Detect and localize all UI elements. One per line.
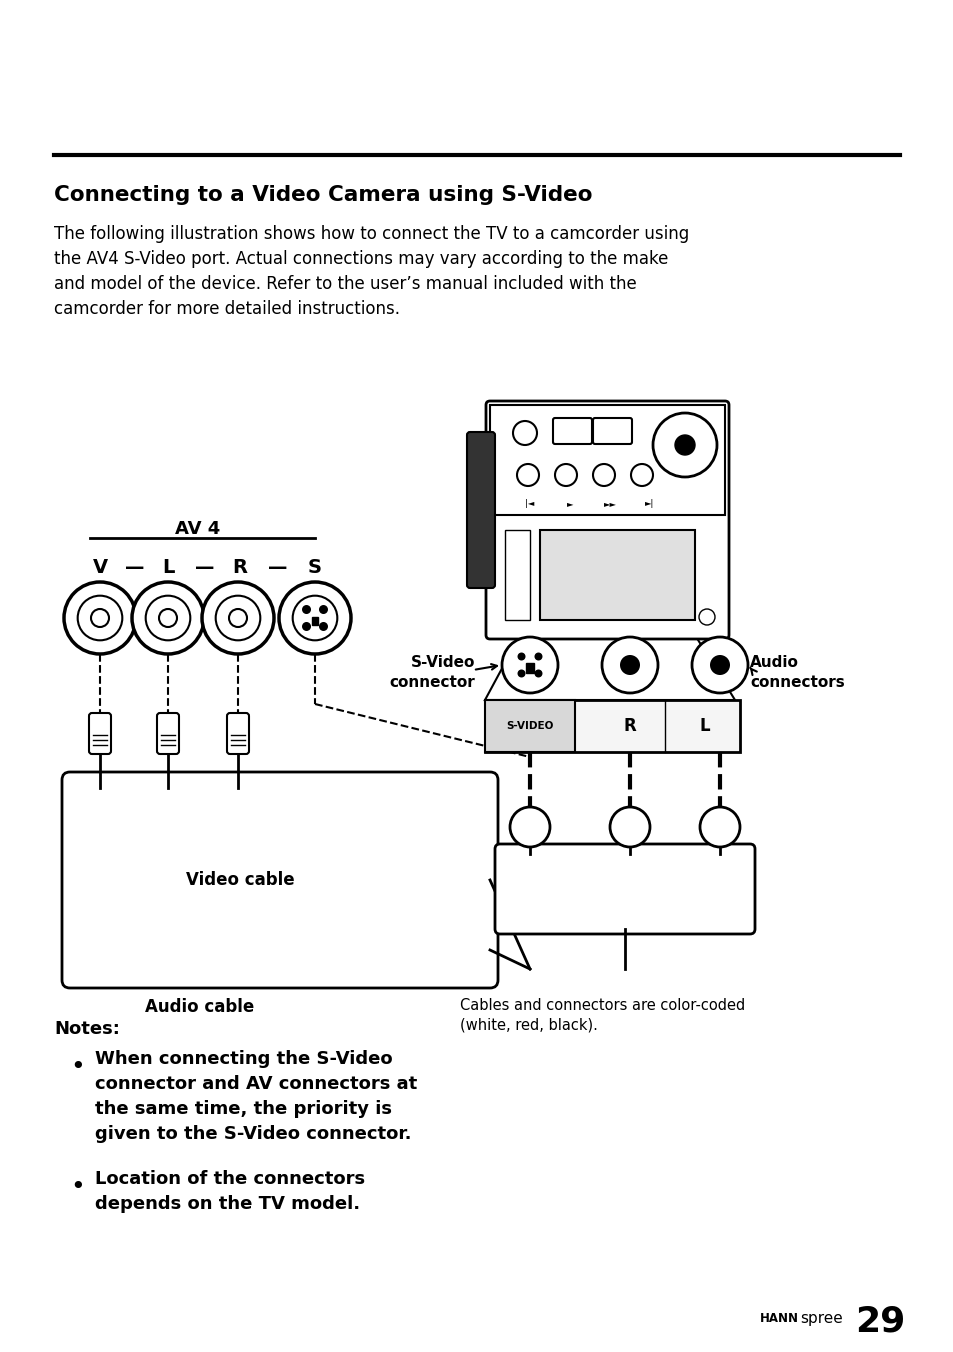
Circle shape xyxy=(318,622,328,631)
Circle shape xyxy=(318,604,328,614)
Text: R: R xyxy=(233,558,247,577)
Text: •: • xyxy=(71,1175,85,1199)
FancyBboxPatch shape xyxy=(312,617,317,625)
FancyBboxPatch shape xyxy=(227,713,249,754)
Text: spree: spree xyxy=(800,1310,841,1325)
Circle shape xyxy=(555,464,577,485)
Text: ►|: ►| xyxy=(644,499,654,508)
Circle shape xyxy=(278,581,351,654)
FancyBboxPatch shape xyxy=(504,530,530,621)
Circle shape xyxy=(91,608,109,627)
Text: ►: ► xyxy=(566,499,573,508)
Circle shape xyxy=(513,420,537,445)
Circle shape xyxy=(215,596,260,641)
Text: Cables and connectors are color-coded
(white, red, black).: Cables and connectors are color-coded (w… xyxy=(459,998,744,1033)
Circle shape xyxy=(630,464,652,485)
Circle shape xyxy=(675,435,695,456)
Circle shape xyxy=(534,653,542,661)
Text: •: • xyxy=(71,1055,85,1079)
FancyBboxPatch shape xyxy=(484,700,575,752)
Text: Connecting to a Video Camera using S-Video: Connecting to a Video Camera using S-Vid… xyxy=(54,185,592,206)
Text: AV 4: AV 4 xyxy=(174,521,220,538)
FancyBboxPatch shape xyxy=(495,844,754,934)
Text: |◄: |◄ xyxy=(525,499,534,508)
Circle shape xyxy=(517,464,538,485)
Text: —: — xyxy=(125,558,145,577)
Circle shape xyxy=(77,596,122,641)
FancyBboxPatch shape xyxy=(553,418,592,443)
FancyBboxPatch shape xyxy=(89,713,111,754)
FancyBboxPatch shape xyxy=(62,772,497,988)
Text: S-VIDEO: S-VIDEO xyxy=(506,721,553,731)
FancyBboxPatch shape xyxy=(157,713,179,754)
Text: —: — xyxy=(195,558,214,577)
Circle shape xyxy=(501,637,558,694)
Circle shape xyxy=(619,654,639,675)
Circle shape xyxy=(691,637,747,694)
Circle shape xyxy=(609,807,649,846)
Circle shape xyxy=(593,464,615,485)
Text: V: V xyxy=(92,558,108,577)
Circle shape xyxy=(202,581,274,654)
Circle shape xyxy=(534,669,542,677)
FancyBboxPatch shape xyxy=(525,662,534,673)
Circle shape xyxy=(510,807,550,846)
Text: —: — xyxy=(268,558,288,577)
Circle shape xyxy=(229,608,247,627)
Text: When connecting the S-Video
connector and AV connectors at
the same time, the pr: When connecting the S-Video connector an… xyxy=(95,1051,416,1142)
FancyBboxPatch shape xyxy=(593,418,631,443)
Text: Video cable: Video cable xyxy=(186,871,294,890)
Text: HANN: HANN xyxy=(760,1311,799,1325)
Circle shape xyxy=(159,608,177,627)
FancyBboxPatch shape xyxy=(467,433,495,588)
Text: Notes:: Notes: xyxy=(54,1019,120,1038)
Text: ►►: ►► xyxy=(603,499,616,508)
FancyBboxPatch shape xyxy=(484,700,740,752)
FancyBboxPatch shape xyxy=(485,402,728,639)
Circle shape xyxy=(64,581,136,654)
Text: L: L xyxy=(162,558,174,577)
Circle shape xyxy=(699,608,714,625)
Circle shape xyxy=(302,604,311,614)
Text: R: R xyxy=(623,717,636,735)
Text: L: L xyxy=(699,717,710,735)
Circle shape xyxy=(517,653,525,661)
Text: 29: 29 xyxy=(854,1305,904,1338)
Circle shape xyxy=(146,596,190,641)
Circle shape xyxy=(700,807,740,846)
Text: The following illustration shows how to connect the TV to a camcorder using
the : The following illustration shows how to … xyxy=(54,224,688,318)
Text: S-Video
connector: S-Video connector xyxy=(389,654,475,690)
Circle shape xyxy=(132,581,204,654)
Text: Audio cable: Audio cable xyxy=(145,998,254,1015)
Circle shape xyxy=(293,596,337,641)
Text: Location of the connectors
depends on the TV model.: Location of the connectors depends on th… xyxy=(95,1169,365,1213)
FancyBboxPatch shape xyxy=(490,406,724,515)
Circle shape xyxy=(709,654,729,675)
FancyBboxPatch shape xyxy=(539,530,695,621)
Circle shape xyxy=(302,622,311,631)
Circle shape xyxy=(652,412,717,477)
Circle shape xyxy=(601,637,658,694)
Text: Audio
connectors: Audio connectors xyxy=(749,654,843,690)
Circle shape xyxy=(517,669,525,677)
Text: S: S xyxy=(308,558,322,577)
